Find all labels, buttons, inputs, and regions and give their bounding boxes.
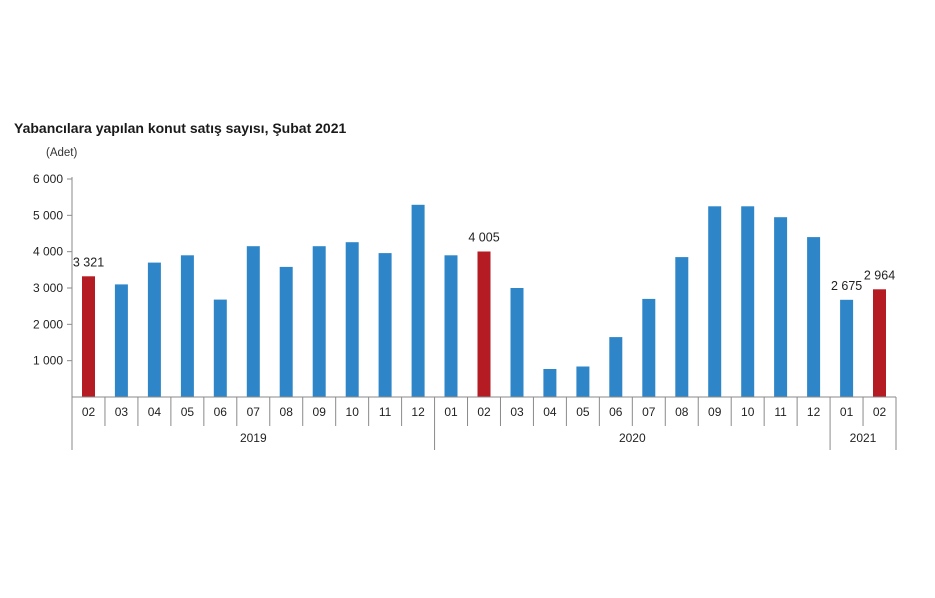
bar-20 (741, 206, 755, 398)
bar-19 (708, 206, 722, 398)
y-tick-label: 1 000 (33, 354, 63, 368)
data-label: 4 005 (468, 231, 499, 245)
x-tick-label: 10 (741, 405, 755, 419)
data-label: 2 675 (831, 279, 862, 293)
bar-10 (411, 204, 425, 397)
y-axis: 1 000 2 000 3 000 4 000 5 000 6 000 (33, 172, 73, 397)
x-tick-label: 01 (444, 405, 458, 419)
bar-14 (543, 369, 557, 397)
year-label: 2019 (240, 431, 267, 445)
bar-12 (477, 251, 491, 397)
bar-24 (873, 289, 886, 397)
x-tick-label: 03 (115, 405, 129, 419)
x-tick-label: 09 (313, 405, 327, 419)
x-tick-label: 05 (181, 405, 195, 419)
y-tick-label: 2 000 (33, 317, 63, 331)
y-tick-label: 5 000 (33, 208, 63, 222)
bar-15 (576, 366, 590, 397)
bar-16 (609, 337, 623, 397)
bar-9 (378, 253, 392, 397)
bar-3 (180, 255, 194, 397)
y-tick-label: 3 000 (33, 281, 63, 295)
x-tick-label: 11 (379, 405, 392, 419)
x-tick-label: 11 (774, 405, 787, 419)
x-tick-label: 08 (280, 405, 294, 419)
bars-group (82, 204, 886, 398)
x-tick-label: 04 (148, 405, 162, 419)
bar-0 (82, 276, 95, 397)
bar-2 (147, 262, 161, 397)
x-tick-label: 02 (873, 405, 887, 419)
x-tick-label: 12 (411, 405, 425, 419)
x-tick-label: 06 (214, 405, 228, 419)
bar-21 (774, 217, 788, 397)
bar-7 (312, 246, 326, 397)
bar-17 (642, 298, 656, 397)
bar-4 (213, 299, 227, 397)
x-tick-label: 12 (807, 405, 821, 419)
year-label: 2021 (850, 431, 877, 445)
x-axis: 02 03 04 05 06 07 08 09 10 11 12 01 02 03 04 05 06 07 08 09… (71, 396, 897, 450)
y-tick-label: 6 000 (33, 172, 63, 186)
chart-title: Yabancılara yapılan konut satış sayısı, … (14, 120, 346, 136)
x-tick-label: 07 (247, 405, 261, 419)
x-tick-label: 06 (609, 405, 623, 419)
data-label: 2 964 (864, 268, 895, 282)
bar-8 (345, 242, 359, 397)
bar-23 (840, 299, 854, 397)
x-tick-label: 08 (675, 405, 689, 419)
bar-22 (807, 237, 821, 397)
bar-5 (246, 246, 260, 397)
x-tick-label: 07 (642, 405, 656, 419)
x-tick-label: 09 (708, 405, 722, 419)
bar-11 (444, 255, 458, 397)
x-tick-label: 03 (510, 405, 524, 419)
y-tick-label: 4 000 (33, 245, 63, 259)
bar-6 (279, 266, 293, 397)
x-tick-label: 02 (477, 405, 491, 419)
data-label: 3 321 (73, 255, 104, 269)
bar-18 (675, 257, 689, 397)
x-tick-label: 05 (576, 405, 590, 419)
bar-1 (114, 284, 128, 397)
x-tick-label: 04 (543, 405, 557, 419)
x-tick-label: 02 (82, 405, 96, 419)
bar-13 (510, 288, 524, 397)
x-tick-label: 10 (346, 405, 360, 419)
x-tick-label: 01 (840, 405, 854, 419)
y-axis-unit-label: (Adet) (46, 147, 77, 159)
year-label: 2020 (619, 431, 646, 445)
